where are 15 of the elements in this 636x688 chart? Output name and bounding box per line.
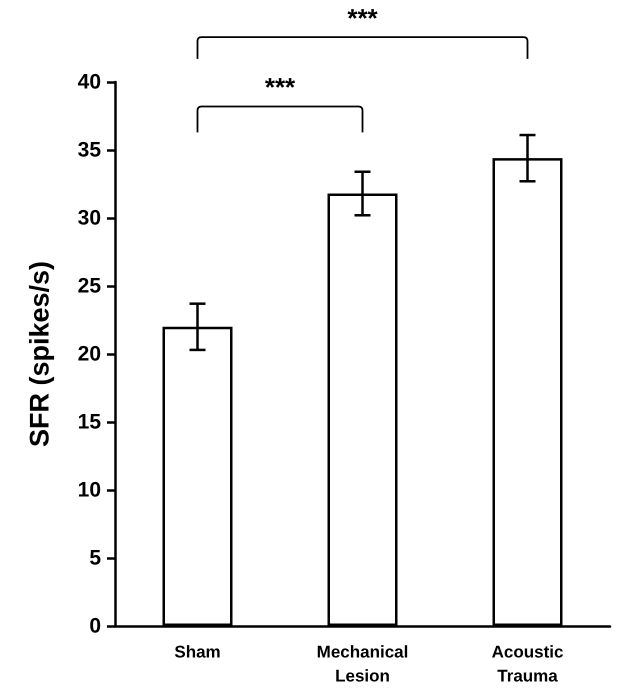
y-tick-label: 20 (78, 342, 101, 366)
y-tick-label: 40 (78, 70, 101, 94)
text: *** (347, 3, 378, 34)
x-tick-label: Sham (174, 642, 221, 662)
y-tick-label: 10 (78, 478, 101, 502)
y-tick-label: 25 (78, 274, 102, 298)
y-tick-label: 30 (78, 206, 101, 230)
x-tick-label: Acoustic Trauma (492, 642, 564, 686)
y-tick-label: 35 (78, 138, 102, 162)
y-tick-label: 5 (89, 546, 102, 570)
y-axis-title: SFR (spikes/s) (24, 260, 54, 448)
y-tick-label: 15 (78, 410, 102, 434)
y-tick-label: 0 (89, 614, 101, 638)
annotation: *** (264, 72, 296, 104)
x-tick-label: Mechanical Lesion (316, 642, 408, 686)
